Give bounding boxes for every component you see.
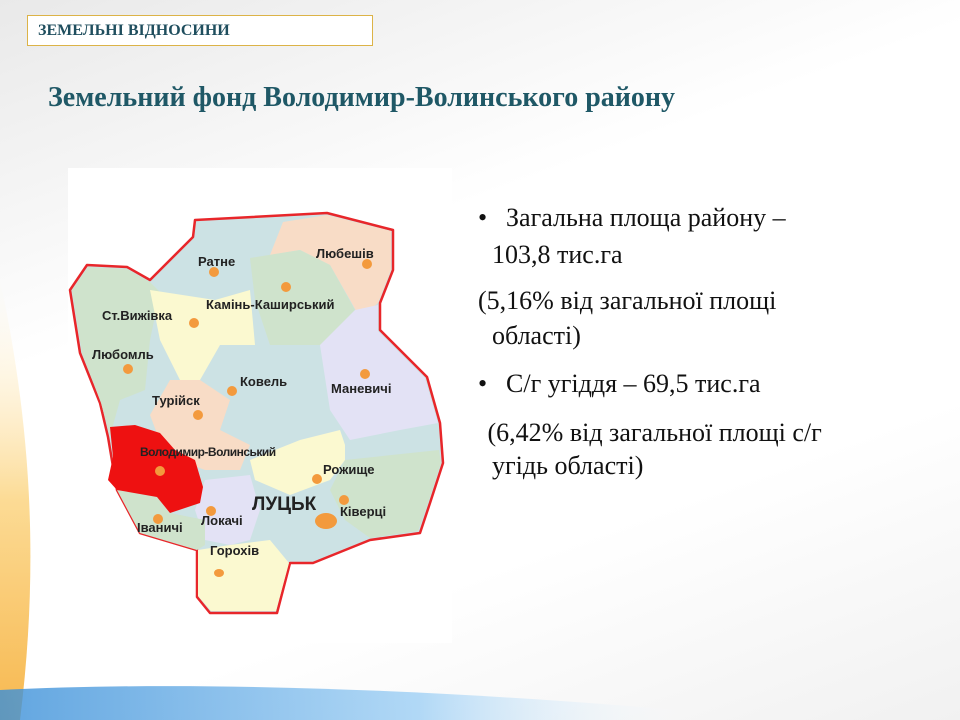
town-dot-kovel — [227, 386, 237, 396]
note-1-line-2: області) — [492, 321, 581, 350]
label-lokachi: Локачі — [201, 513, 243, 528]
section-label-box: ЗЕМЕЛЬНІ ВІДНОСИНИ — [27, 15, 373, 46]
bullet-1-line-1: Загальна площа району – — [506, 203, 786, 232]
district-kivertsi — [330, 450, 441, 538]
town-dot-manevychi — [360, 369, 370, 379]
town-dot-kivertsi — [339, 495, 349, 505]
label-liubeshiv: Любешів — [316, 246, 374, 261]
label-kovel: Ковель — [240, 374, 287, 389]
town-dot-volodymyr — [155, 466, 165, 476]
town-dot-lutsk — [315, 513, 337, 529]
note-2-line-1: (6,42% від загальної площі с/г — [481, 418, 822, 447]
label-kivertsi: Ківерці — [340, 504, 386, 519]
section-label: ЗЕМЕЛЬНІ ВІДНОСИНИ — [38, 22, 230, 39]
label-lutsk: ЛУЦЬК — [252, 494, 317, 515]
district-lokachi — [195, 475, 260, 545]
label-volodymyr: Володимир-Волинський — [140, 445, 276, 459]
label-ivanychi: Іваничі — [137, 520, 183, 535]
label-kamin: Камінь-Каширський — [206, 297, 335, 312]
town-dot-ratne — [209, 267, 219, 277]
town-dot-liubeshiv — [362, 259, 372, 269]
note-2-line-2: угідь області) — [492, 451, 644, 480]
district-vyzhivka — [150, 290, 255, 380]
district-turiisk — [150, 380, 250, 470]
town-dot-liuboml — [123, 364, 133, 374]
slide-title: Земельний фонд Володимир-Волинського рай… — [48, 82, 676, 113]
town-dot-horokhiv — [214, 569, 224, 577]
note-1-line-1: (5,16% від загальної площі — [478, 286, 777, 315]
label-manevychi: Маневичі — [331, 381, 391, 396]
district-manevychi — [320, 305, 438, 440]
bullet-1-line-2: 103,8 тис.га — [492, 240, 623, 269]
town-dot-kamin — [281, 282, 291, 292]
bullet-2-marker: • — [478, 369, 488, 398]
label-vyzhivka: Ст.Вижівка — [102, 308, 173, 323]
bullet-2-text: С/г угіддя – 69,5 тис.га — [506, 369, 761, 398]
label-ratne: Ратне — [198, 254, 235, 269]
town-dot-vyzhivka — [189, 318, 199, 328]
district-vyzhivka-liuboml — [72, 267, 160, 436]
label-rozhyshche: Рожище — [323, 462, 375, 477]
district-liubeshiv — [270, 215, 391, 318]
town-dot-ivanychi — [153, 514, 163, 524]
town-dot-lokachi — [206, 506, 216, 516]
district-kamin — [250, 250, 355, 345]
label-horokhiv: Горохів — [210, 543, 259, 558]
town-dot-turiisk — [193, 410, 203, 420]
district-horokhiv — [198, 540, 289, 611]
label-turiisk: Турійск — [152, 393, 200, 408]
label-liuboml: Любомль — [92, 347, 154, 362]
bullet-1-marker: • — [478, 203, 488, 232]
town-dot-rozhyshche — [312, 474, 322, 484]
